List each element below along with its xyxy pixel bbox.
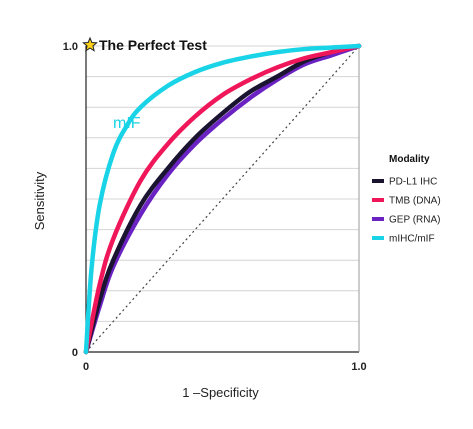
series-line-mihc-mif [83,43,362,355]
legend-label-tmb-dna: TMB (DNA) [389,196,441,207]
y-tick-label-bottom: 0 [72,347,78,359]
legend-title: Modality [389,154,430,165]
gridlines [86,45,359,322]
star-icon [82,36,98,52]
series-line-pd-l1-ihc [83,43,362,355]
legend-label-pd-l1-ihc: PD-L1 IHC [389,177,437,188]
legend-label-mihc-mif: mIHC/mIF [389,234,435,245]
y-axis-label: Sensitivity [32,171,47,230]
x-tick-label-left: 0 [83,361,89,373]
star-shape [82,36,98,52]
series-line-tmb-dna [83,43,362,355]
x-tick-label-right: 1.0 [351,361,366,373]
axes [85,46,360,353]
legend-label-gep-rna: GEP (RNA) [389,215,441,226]
x-axis-label: 1 –Specificity [182,385,259,400]
chance-diagonal [85,45,360,353]
series-group [83,43,362,355]
y-tick-label-top: 1.0 [63,41,78,53]
legend: Modality PD-L1 IHC TMB (DNA) GEP (RNA) mIHC… [372,154,441,245]
mif-annotation: mIF [113,115,141,132]
perfect-test-annotation: The Perfect Test [99,37,207,53]
